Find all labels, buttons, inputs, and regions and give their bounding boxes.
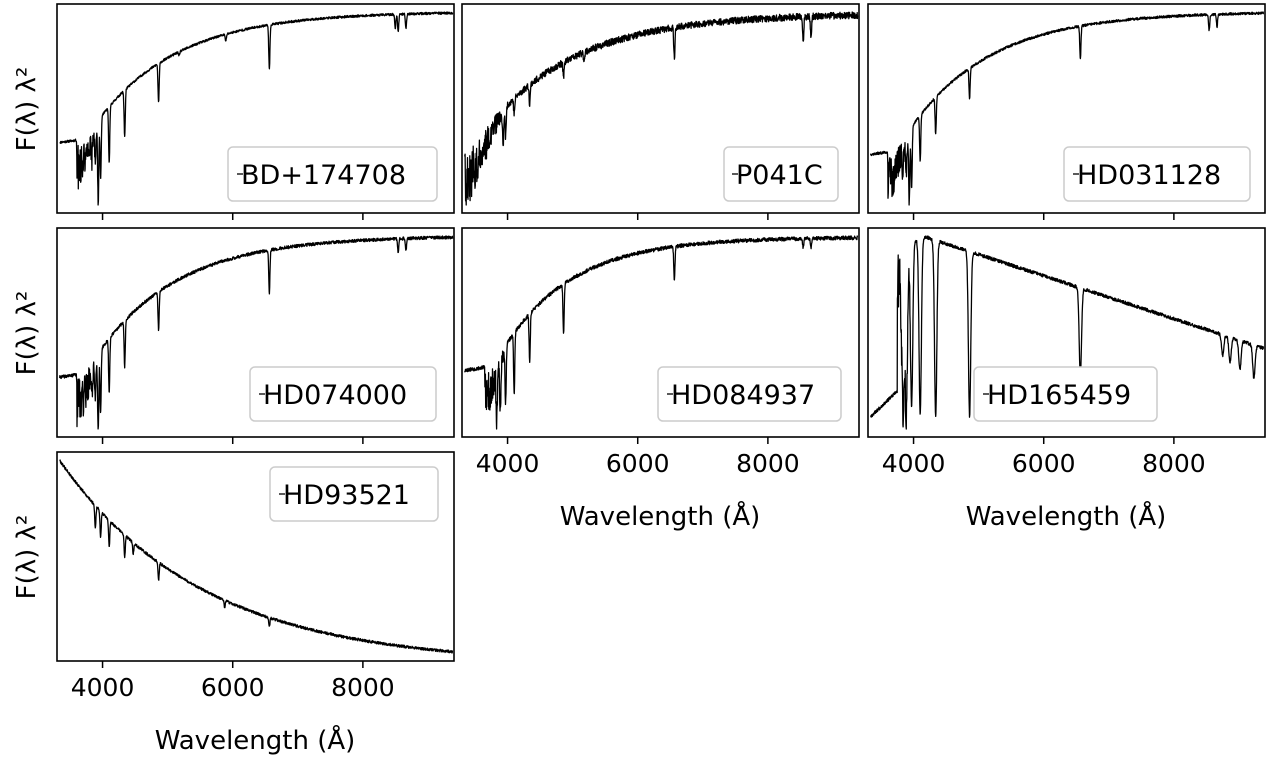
plot-frame (56, 451, 455, 662)
panel-hd93521: F(λ) λ² HD93521 4000 6000 8000 Wavelength … (12, 451, 455, 756)
spectrum-plot (464, 235, 859, 430)
xlabel: Wavelength (Å) (560, 500, 761, 532)
plot-frame (56, 3, 455, 214)
spectrum-line (59, 11, 454, 206)
legend-label: HD93521 (283, 480, 410, 511)
legend-box (227, 146, 438, 202)
plot-frame (867, 3, 1266, 214)
x-ticks: 4000 6000 8000 (476, 437, 800, 478)
spectrum-line (59, 459, 454, 654)
legend-label: HD031128 (1077, 160, 1221, 191)
ylabel: F(λ) λ² (12, 67, 42, 152)
spectrum-line (870, 235, 1265, 430)
legend: P041C (723, 146, 839, 202)
spectrum-line (869, 11, 1265, 206)
x-ticks (101, 437, 364, 444)
spectrum-line (464, 235, 859, 430)
x-tick-label: 8000 (331, 673, 395, 702)
legend-label: BD+174708 (241, 160, 406, 191)
panel-hd084937: HD084937 4000 6000 8000 Wavelength (Å) (461, 227, 860, 532)
x-ticks (506, 213, 769, 220)
spectrum-plot (59, 459, 454, 654)
x-tick-label: 4000 (476, 449, 540, 478)
legend-box (249, 366, 437, 422)
plot-frame (867, 227, 1266, 438)
spectrum-plot (869, 11, 1265, 206)
x-ticks: 4000 6000 8000 (71, 661, 395, 702)
plot-frame (461, 3, 860, 214)
legend-label: HD165459 (987, 380, 1131, 411)
x-tick-label: 6000 (201, 673, 265, 702)
plot-frame (56, 227, 455, 438)
legend-label: P041C (736, 160, 823, 191)
panel-bd174708: F(λ) λ² BD+174708 (12, 3, 455, 220)
x-tick-label: 6000 (606, 449, 670, 478)
ylabel: F(λ) λ² (12, 515, 42, 600)
legend: HD031128 (1063, 146, 1251, 202)
legend-box (723, 146, 839, 202)
xlabel: Wavelength (Å) (155, 724, 356, 756)
legend: HD165459 (973, 366, 1158, 422)
legend-label: HD084937 (671, 380, 815, 411)
spectrum-line (58, 235, 454, 430)
x-tick-label: 8000 (1142, 449, 1206, 478)
legend-label: HD074000 (263, 380, 407, 411)
x-ticks (912, 213, 1175, 220)
x-tick-label: 4000 (71, 673, 135, 702)
spectrum-line (463, 11, 859, 206)
spectrum-plot (463, 11, 859, 206)
xlabel: Wavelength (Å) (966, 500, 1167, 532)
panel-p041c: P041C (461, 3, 860, 220)
spectrum-plot (59, 11, 454, 206)
legend: HD084937 (657, 366, 842, 422)
legend: BD+174708 (227, 146, 438, 202)
panel-hd165459: HD165459 4000 6000 8000 Wavelength (Å) (867, 227, 1266, 532)
x-ticks (101, 213, 364, 220)
legend: HD93521 (269, 466, 439, 522)
legend: HD074000 (249, 366, 437, 422)
x-tick-label: 4000 (882, 449, 946, 478)
panel-hd074000: F(λ) λ² HD074000 (12, 227, 455, 444)
legend-box (269, 466, 439, 522)
spectrum-plot (58, 235, 454, 430)
x-ticks: 4000 6000 8000 (882, 437, 1206, 478)
plot-frame (461, 227, 860, 438)
ylabel: F(λ) λ² (12, 291, 42, 376)
spectrum-plot (870, 235, 1265, 430)
panel-hd031128: HD031128 (867, 3, 1266, 220)
x-tick-label: 6000 (1012, 449, 1076, 478)
x-tick-label: 8000 (736, 449, 800, 478)
legend-box (973, 366, 1158, 422)
legend-box (657, 366, 842, 422)
legend-box (1063, 146, 1251, 202)
